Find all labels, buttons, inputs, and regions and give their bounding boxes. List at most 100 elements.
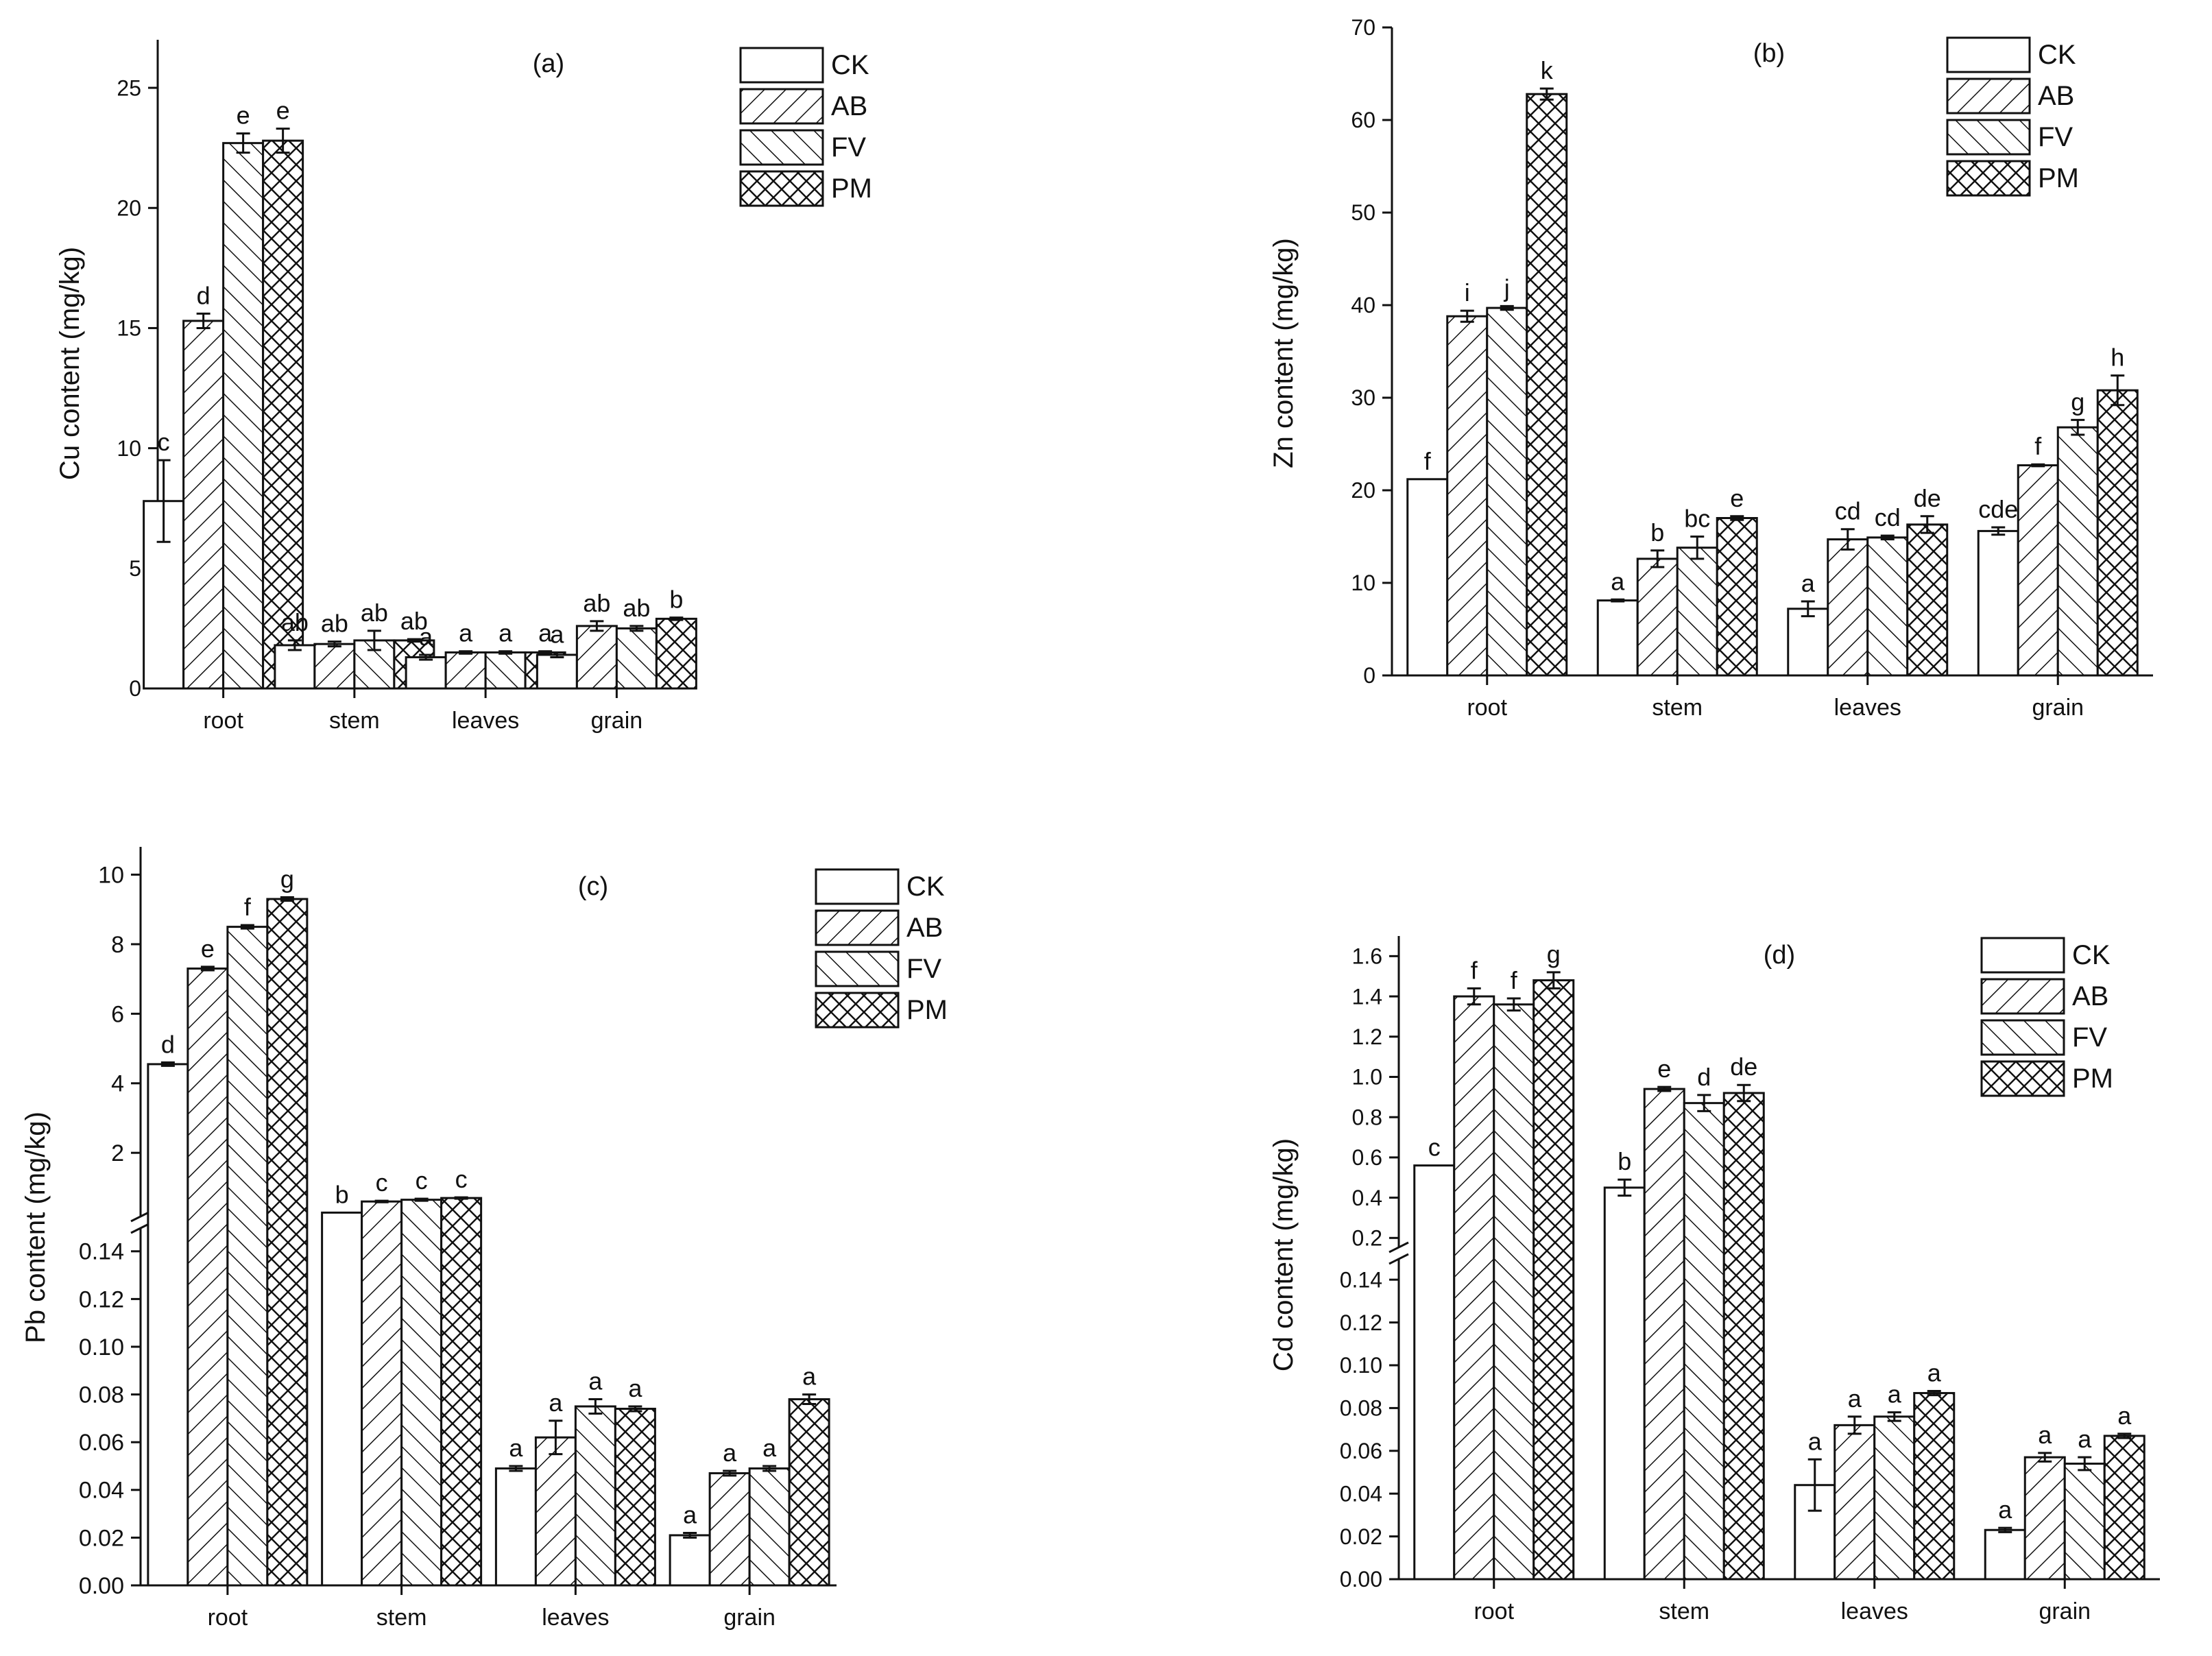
error-bar-AB-leaves bbox=[459, 650, 473, 655]
bar-AB-stem bbox=[1643, 1088, 1685, 1581]
x-tick-label-leaves: leaves bbox=[1834, 695, 1901, 721]
error-bar-PM-root bbox=[280, 896, 294, 902]
sig-letter-AB-grain: a bbox=[723, 1439, 737, 1467]
y-tick-label: 0.12 bbox=[79, 1286, 124, 1312]
sig-letter-AB-grain: a bbox=[2038, 1421, 2052, 1449]
y-tick-label: 0.10 bbox=[79, 1334, 124, 1360]
bar-PM-stem bbox=[1722, 1092, 1765, 1581]
bar-PM-root bbox=[266, 898, 309, 1587]
sig-letter-FV-stem: d bbox=[1697, 1063, 1711, 1091]
x-tick-label-root: root bbox=[203, 708, 243, 734]
panel-title: (d) bbox=[1764, 941, 1795, 970]
error-bar-CK-leaves bbox=[419, 653, 433, 661]
y-tick-label: 0.02 bbox=[1340, 1524, 1382, 1549]
x-tick-label-grain: grain bbox=[2039, 1598, 2091, 1624]
legend-swatch-CK bbox=[815, 868, 900, 905]
sig-letter-CK-grain: a bbox=[683, 1500, 697, 1528]
legend-swatch-PM bbox=[815, 992, 900, 1029]
y-tick-label: 1.6 bbox=[1352, 944, 1382, 969]
bar-FV-leaves bbox=[1873, 1415, 1916, 1581]
error-bar-CK-stem bbox=[1618, 1178, 1632, 1197]
bar-FV-root bbox=[222, 142, 265, 690]
sig-letter-CK-root: c bbox=[158, 428, 170, 456]
legend-swatch-AB bbox=[1946, 77, 2031, 115]
y-tick-label: 6 bbox=[111, 1001, 124, 1027]
y-axis-label: Pb content (mg/kg) bbox=[21, 1112, 51, 1343]
bar-CK-root bbox=[1406, 478, 1449, 677]
error-bar-CK-grain bbox=[1991, 526, 2006, 536]
error-bar-FV-leaves bbox=[1887, 1411, 1901, 1422]
bar-CK-grain bbox=[536, 653, 578, 690]
sig-letter-FV-root: f bbox=[1511, 966, 1518, 994]
bar-AB-root bbox=[187, 967, 229, 1587]
bar-FV-leaves bbox=[1866, 536, 1909, 677]
bar-PM-root bbox=[1532, 979, 1575, 1581]
error-bar-FV-grain bbox=[2071, 418, 2085, 436]
y-tick-label: 50 bbox=[1351, 200, 1375, 225]
sig-letter-CK-stem: a bbox=[1611, 567, 1625, 595]
legend-swatch-AB bbox=[815, 909, 900, 946]
bar-AB-leaves bbox=[1827, 538, 1869, 677]
bar-PM-stem bbox=[1716, 517, 1758, 677]
legend-label-CK: CK bbox=[831, 50, 869, 80]
y-tick-label: 1.2 bbox=[1352, 1024, 1382, 1049]
bar-AB-root bbox=[1446, 315, 1489, 677]
legend-swatch-AB bbox=[739, 88, 824, 125]
sig-letter-AB-stem: e bbox=[1657, 1055, 1671, 1083]
bar-CK-leaves bbox=[494, 1467, 537, 1587]
y-tick-label: 30 bbox=[1351, 385, 1375, 410]
error-bar-FV-root bbox=[240, 924, 254, 930]
legend-label-PM: PM bbox=[2038, 163, 2079, 193]
y-tick-label: 0.4 bbox=[1352, 1186, 1382, 1210]
bar-PM-root bbox=[1526, 93, 1568, 677]
sig-letter-PM-root: k bbox=[1541, 56, 1554, 84]
sig-letter-FV-stem: ab bbox=[361, 599, 388, 627]
sig-letter-PM-stem: c bbox=[455, 1165, 468, 1193]
sig-letter-AB-root: d bbox=[197, 281, 211, 309]
y-tick-label: 0.2 bbox=[1352, 1226, 1382, 1251]
sig-letter-CK-root: c bbox=[1428, 1133, 1441, 1162]
sig-letter-CK-root: f bbox=[1424, 447, 1432, 475]
bar-FV-stem bbox=[1676, 547, 1718, 677]
legend-swatch-CK bbox=[1980, 937, 2065, 974]
y-tick-label: 0.14 bbox=[1340, 1267, 1382, 1292]
y-tick-label: 0.8 bbox=[1352, 1105, 1382, 1129]
y-tick-label: 0.6 bbox=[1352, 1145, 1382, 1170]
legend-label-FV: FV bbox=[831, 132, 866, 163]
bar-AB-stem bbox=[361, 1200, 403, 1587]
y-tick-label: 0.04 bbox=[1340, 1481, 1382, 1506]
error-bar-PM-grain bbox=[2111, 374, 2125, 407]
legend-label-CK: CK bbox=[906, 872, 945, 902]
sig-letter-FV-root: f bbox=[244, 893, 252, 921]
error-bar-PM-stem bbox=[1730, 515, 1744, 521]
y-axis-label: Cd content (mg/kg) bbox=[1269, 1138, 1299, 1371]
error-bar-FV-root bbox=[1500, 304, 1514, 311]
error-bar-PM-leaves bbox=[1920, 515, 1934, 534]
error-bar-AB-grain bbox=[2031, 463, 2045, 468]
y-tick-label: 0.06 bbox=[1340, 1439, 1382, 1463]
sig-letter-AB-stem: c bbox=[376, 1168, 388, 1197]
error-bar-FV-root bbox=[1506, 997, 1521, 1012]
sig-letter-PM-grain: a bbox=[802, 1363, 817, 1391]
y-tick-label: 70 bbox=[1351, 15, 1375, 40]
legend-label-CK: CK bbox=[2072, 940, 2111, 970]
x-tick-label-grain: grain bbox=[591, 708, 643, 734]
error-bar-AB-stem bbox=[1650, 549, 1665, 568]
error-bar-CK-root bbox=[160, 1061, 175, 1067]
bar-FV-grain bbox=[615, 627, 658, 690]
error-bar-CK-stem bbox=[287, 639, 302, 651]
panel-title: (c) bbox=[578, 872, 608, 901]
sig-letter-PM-stem: ab bbox=[400, 607, 428, 635]
sig-letter-CK-stem: ab bbox=[281, 608, 309, 636]
y-tick-label: 20 bbox=[117, 195, 141, 220]
legend-label-PM: PM bbox=[906, 995, 948, 1025]
bar-CK-stem bbox=[1596, 599, 1639, 677]
bar-FV-leaves bbox=[574, 1405, 616, 1587]
x-tick-label-stem: stem bbox=[1659, 1598, 1709, 1624]
error-bar-PM-stem bbox=[407, 638, 421, 643]
x-tick-label-stem: stem bbox=[329, 708, 380, 734]
error-bar-PM-grain bbox=[669, 616, 684, 621]
y-tick-label: 1.0 bbox=[1352, 1065, 1382, 1090]
sig-letter-PM-leaves: a bbox=[628, 1374, 642, 1402]
axis-break-mark bbox=[1388, 1241, 1409, 1265]
